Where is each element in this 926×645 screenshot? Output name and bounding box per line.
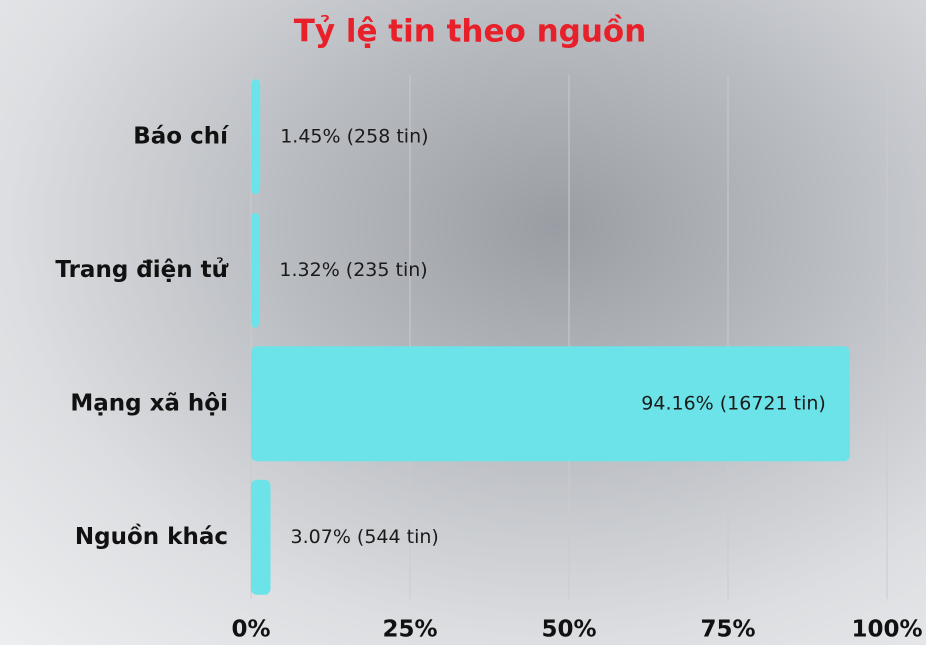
y-tick-label: Nguồn khác bbox=[75, 523, 228, 550]
bar bbox=[251, 213, 259, 328]
value-label: 1.32% (235 tin) bbox=[279, 259, 427, 281]
y-tick-label: Mạng xã hội bbox=[70, 390, 228, 416]
bar bbox=[251, 79, 260, 194]
x-tick-label: 25% bbox=[382, 617, 437, 643]
x-tick-label: 75% bbox=[700, 617, 755, 643]
x-tick-label: 0% bbox=[231, 617, 270, 643]
y-tick-label: Báo chí bbox=[133, 123, 229, 149]
value-label: 94.16% (16721 tin) bbox=[641, 392, 826, 414]
bar bbox=[251, 480, 271, 595]
x-tick-label: 50% bbox=[541, 617, 596, 643]
y-tick-label: Trang điện tử bbox=[55, 257, 228, 283]
x-tick-label: 100% bbox=[851, 617, 922, 643]
chart: Tỷ lệ tin theo nguồn 0% 25% 50% 75% 100% Báo … bbox=[0, 0, 926, 645]
page: Tỷ lệ tin theo nguồn 0% 25% 50% 75% 100% Báo … bbox=[0, 0, 926, 645]
chart-title: Tỷ lệ tin theo nguồn bbox=[294, 14, 647, 50]
value-label: 3.07% (544 tin) bbox=[291, 526, 439, 548]
value-label: 1.45% (258 tin) bbox=[280, 125, 428, 147]
